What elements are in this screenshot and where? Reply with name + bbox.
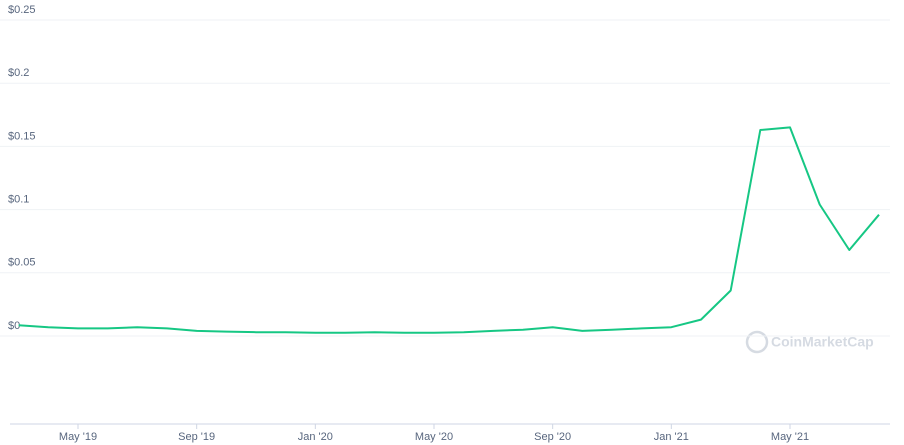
y-tick-label: $0 — [8, 320, 20, 332]
watermark-logo — [745, 330, 769, 354]
x-tick-label: Sep '19 — [178, 431, 215, 443]
x-tick-label: May '19 — [59, 431, 97, 443]
x-tick-label: Sep '20 — [534, 431, 571, 443]
x-tick-label: May '20 — [415, 431, 453, 443]
watermark-text: CoinMarketCap — [771, 334, 874, 350]
y-tick-label: $0.2 — [8, 67, 29, 79]
x-tick-label: Jan '21 — [654, 431, 689, 443]
x-tick-label: May '21 — [771, 431, 809, 443]
y-tick-label: $0.15 — [8, 130, 36, 142]
price-line — [18, 126, 880, 334]
y-tick-label: $0.25 — [8, 4, 36, 16]
watermark: CoinMarketCap — [745, 330, 874, 354]
x-tick-label: Jan '20 — [298, 431, 333, 443]
y-tick-label: $0.1 — [8, 194, 29, 206]
y-tick-label: $0.05 — [8, 257, 36, 269]
